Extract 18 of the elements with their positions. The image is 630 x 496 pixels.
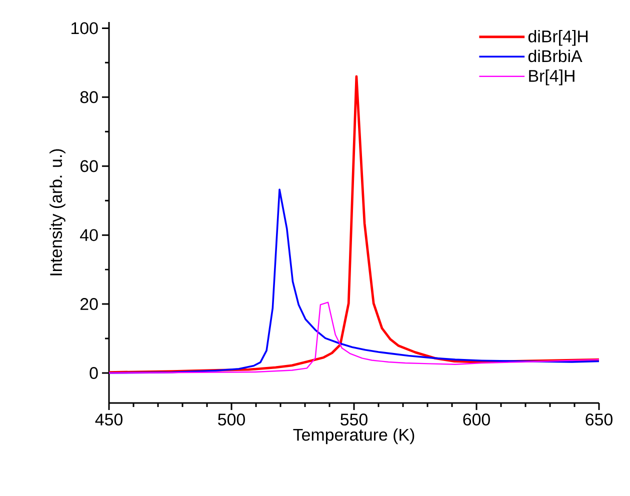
- y-tick-label: 20: [80, 298, 98, 310]
- y-tick-label: 40: [80, 229, 98, 242]
- x-tick-label: 500: [218, 414, 245, 426]
- y-tick-label: 80: [80, 91, 98, 104]
- x-tick-label: 600: [463, 414, 490, 426]
- y-tick-label: 0: [90, 367, 98, 380]
- line-series: [108, 188, 600, 374]
- y-tick-label: 60: [80, 160, 98, 172]
- x-tick-label: 650: [586, 414, 612, 426]
- x-tick-label: 550: [340, 414, 368, 426]
- legend-label: Br[4]H: [529, 69, 574, 86]
- x-tick-label: 450: [95, 414, 122, 426]
- legend-label: diBr[4]H: [528, 30, 588, 46]
- y-axis-title: Intensity (arb. u.): [50, 149, 66, 276]
- line-series: [108, 302, 600, 374]
- y-tick-label: 100: [72, 22, 98, 34]
- x-axis-title: Temperature (K): [293, 428, 414, 444]
- legend-label: diBrbiA: [528, 50, 582, 62]
